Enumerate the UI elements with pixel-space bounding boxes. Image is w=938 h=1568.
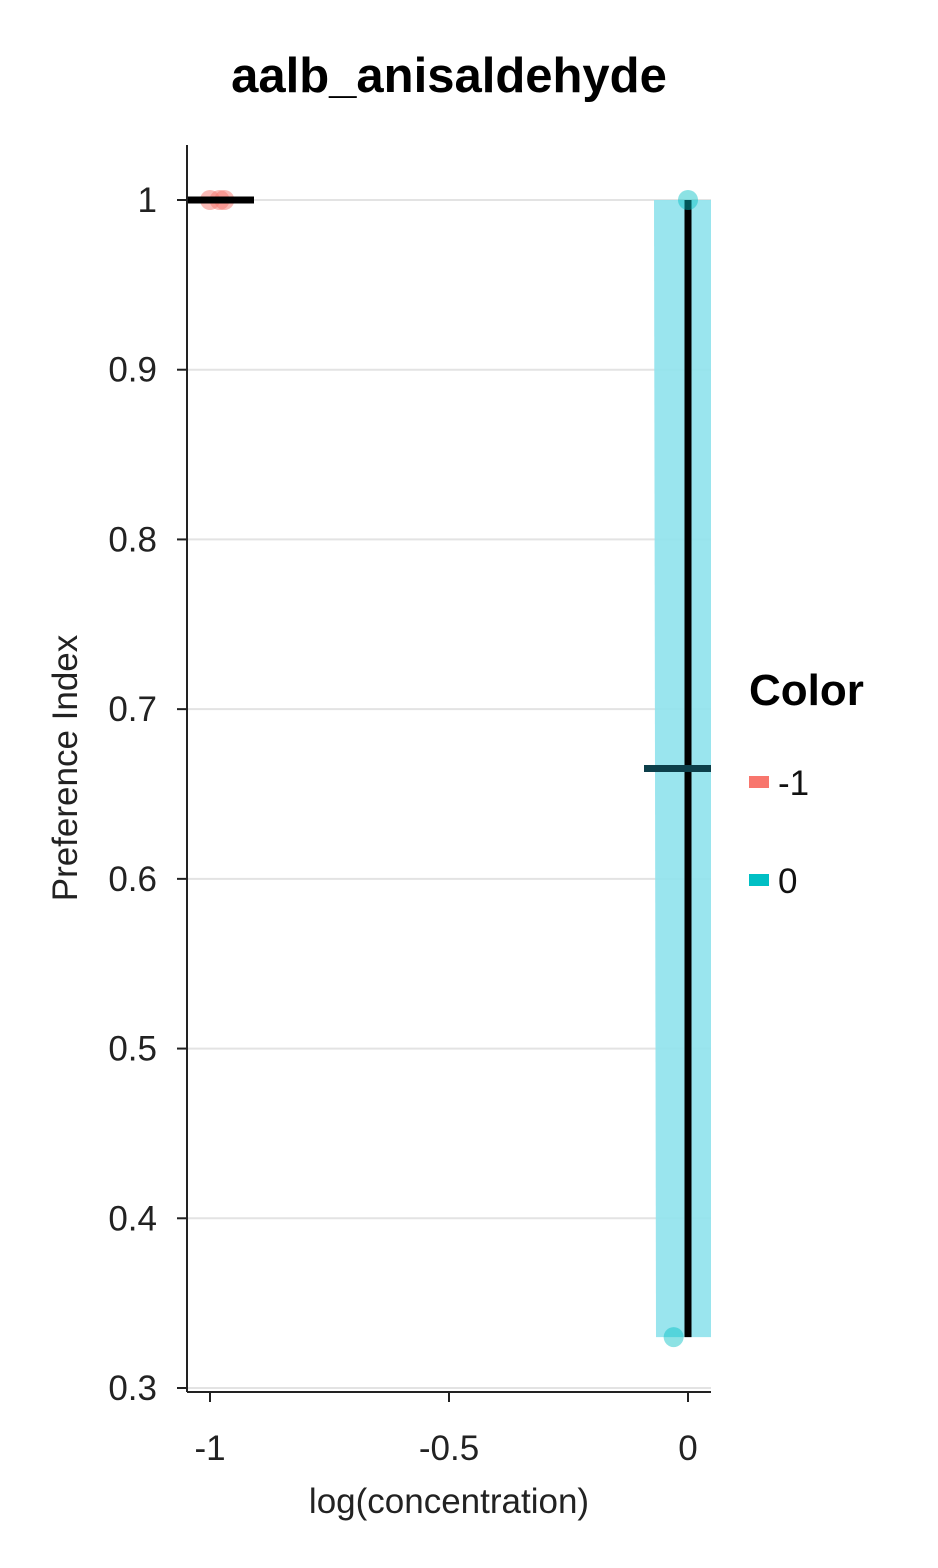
legend-label: 0 [778,862,797,901]
y-tick-label: 0.3 [108,1369,157,1408]
y-axis-label: Preference Index [46,634,85,901]
legend-swatch [749,776,769,788]
y-tick-label: 1 [138,181,157,220]
legend-title: Color [749,666,864,715]
y-tick-label: 0.5 [108,1030,157,1069]
x-tick-label: -0.5 [419,1429,479,1468]
chart-title: aalb_anisaldehyde [231,49,667,103]
y-tick-label: 0.8 [108,520,157,559]
y-tick-label: 0.7 [108,690,157,729]
y-tick-label: 0.6 [108,860,157,899]
y-tick-label: 0.4 [108,1199,157,1238]
data-point [663,1327,684,1348]
data-point [678,190,698,210]
plot-area: 0.3 0.4 0.5 0.6 0.7 0.8 0.9 1 -1 -0.5 0 -1 0 [108,145,809,1468]
x-tick-label: -1 [194,1429,225,1468]
legend-label: -1 [778,764,809,803]
legend-swatch [749,874,769,886]
x-axis-label: log(concentration) [309,1482,589,1521]
y-tick-label: 0.9 [108,351,157,390]
x-tick-label: 0 [678,1429,697,1468]
